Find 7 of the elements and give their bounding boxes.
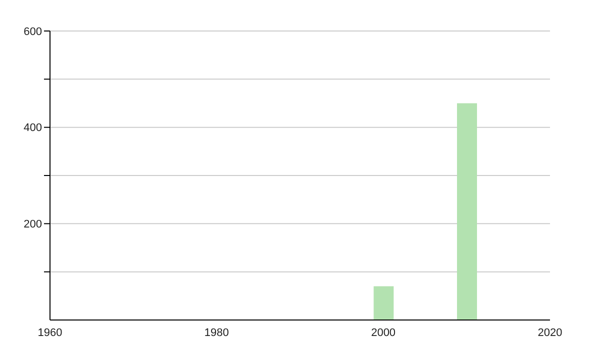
y-tick-label: 400	[24, 122, 42, 134]
x-tick-label: 1980	[204, 326, 229, 339]
y-tick-label: 200	[24, 218, 42, 231]
x-tick-label: 2000	[371, 326, 396, 339]
y-tick-label: 600	[24, 26, 42, 38]
x-tick-label: 1960	[38, 326, 62, 339]
x-tick-label: 2020	[538, 326, 562, 339]
